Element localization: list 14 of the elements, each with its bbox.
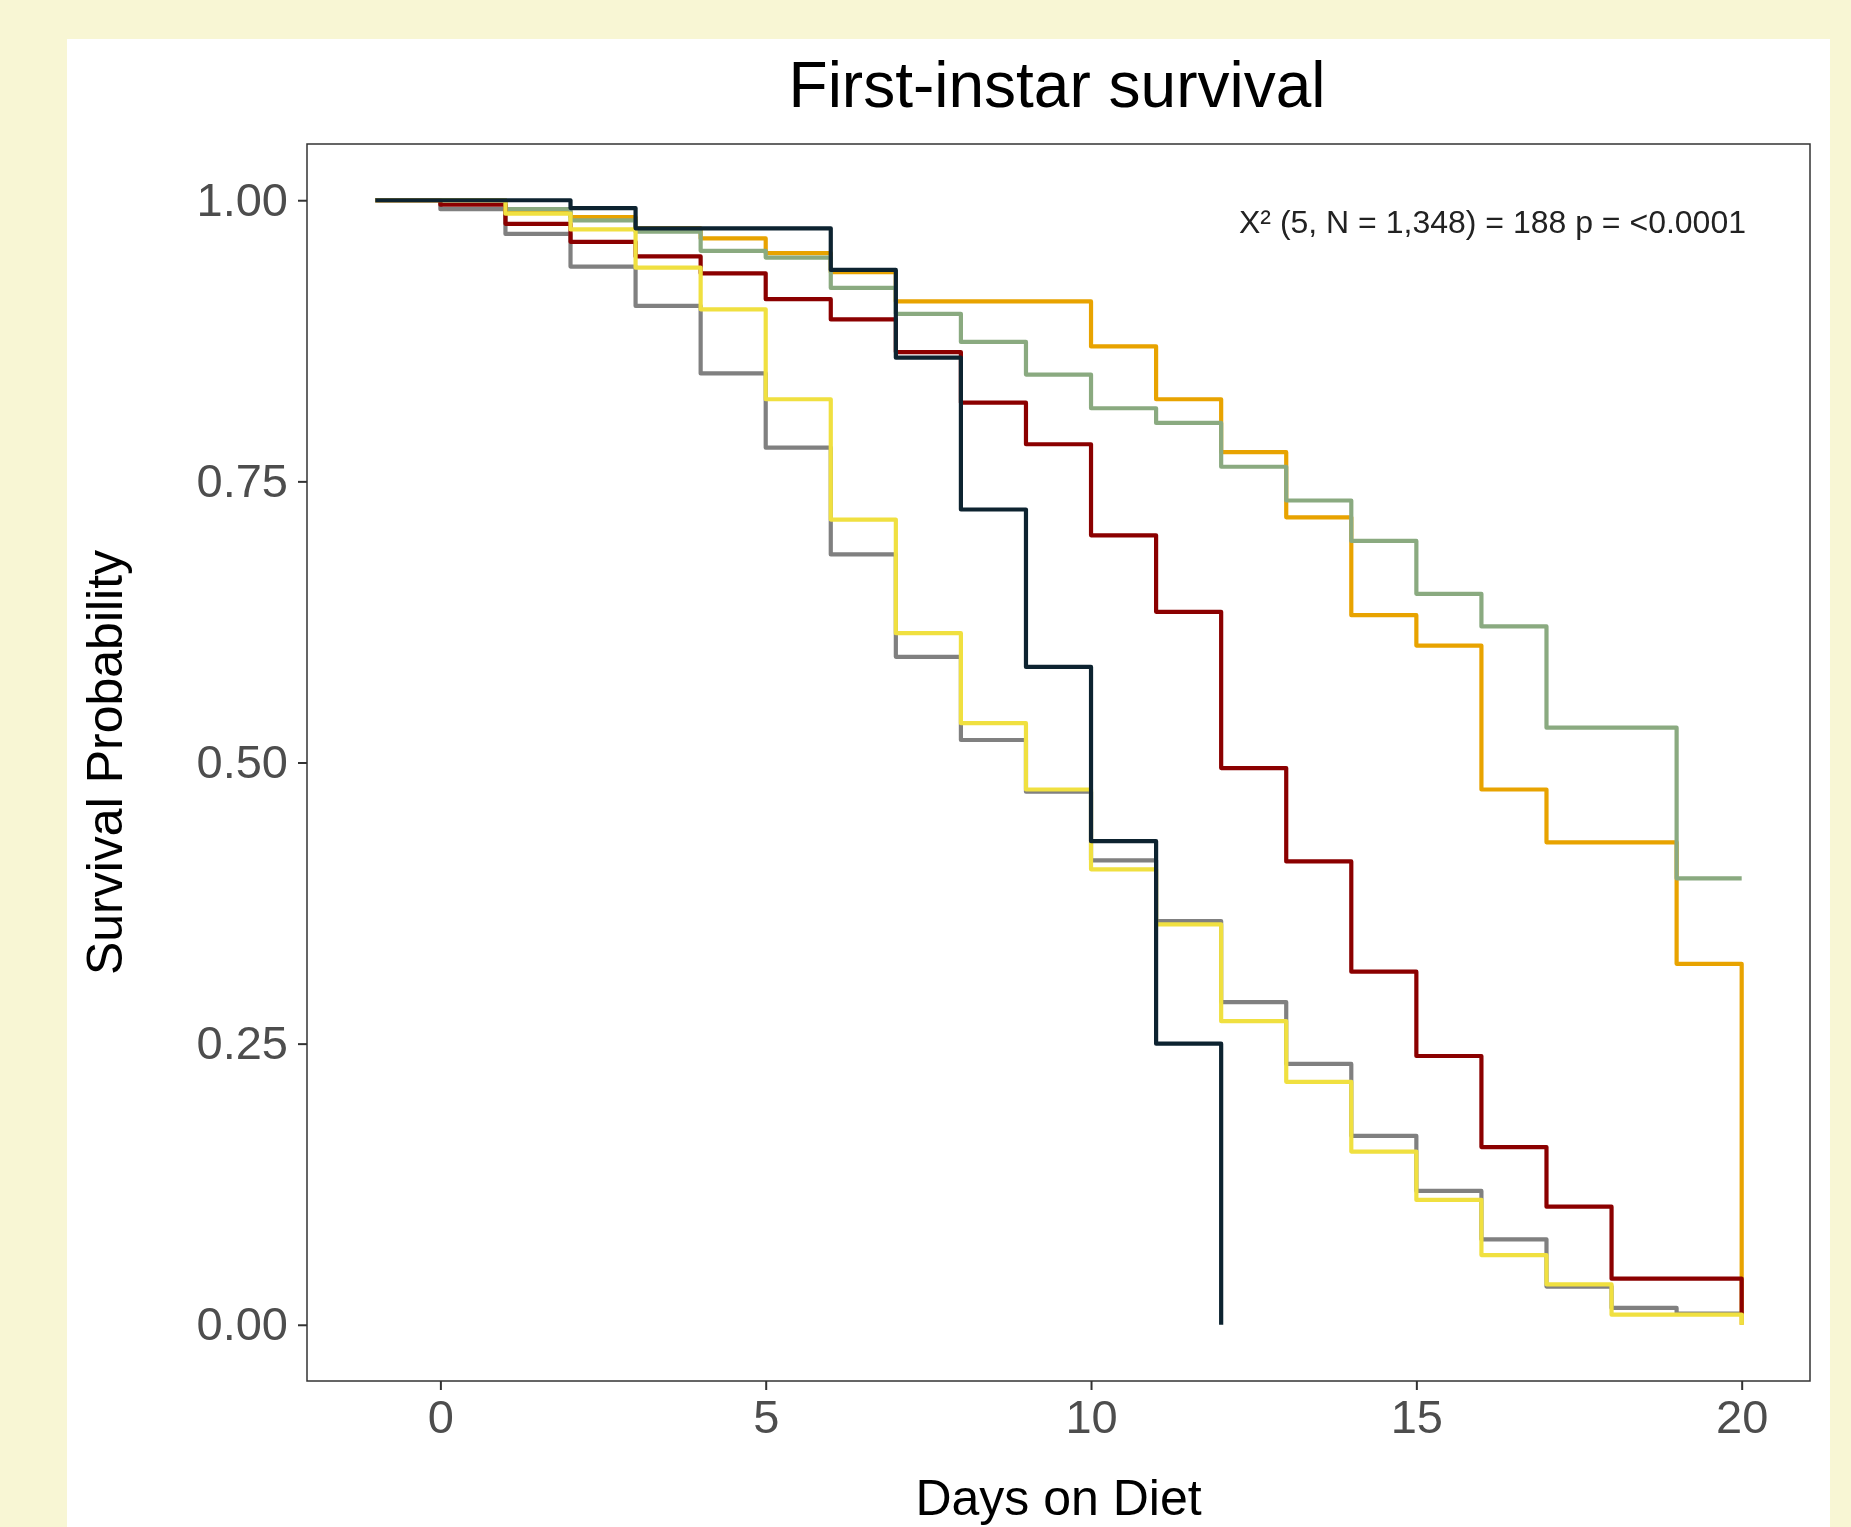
- y-tick-label: 1.00: [196, 172, 288, 226]
- x-tick-label: 5: [753, 1390, 780, 1444]
- x-axis-title: Days on Diet: [915, 1470, 1202, 1526]
- x-tick-label: 20: [1716, 1390, 1769, 1444]
- y-axis-title: Survival Probability: [77, 549, 133, 976]
- x-tick-label: 0: [427, 1390, 454, 1444]
- y-tick-label: 0.75: [196, 453, 288, 507]
- y-tick-label: 0.25: [196, 1016, 288, 1070]
- annotation: X² (5, N = 1,348) = 188 p = <0.0001: [1238, 204, 1746, 240]
- x-tick-label: 15: [1390, 1390, 1443, 1444]
- chart-title: First-instar survival: [788, 49, 1326, 121]
- y-tick-label: 0.00: [196, 1297, 288, 1351]
- x-tick-label: 10: [1065, 1390, 1118, 1444]
- y-tick-label: 0.50: [196, 735, 288, 789]
